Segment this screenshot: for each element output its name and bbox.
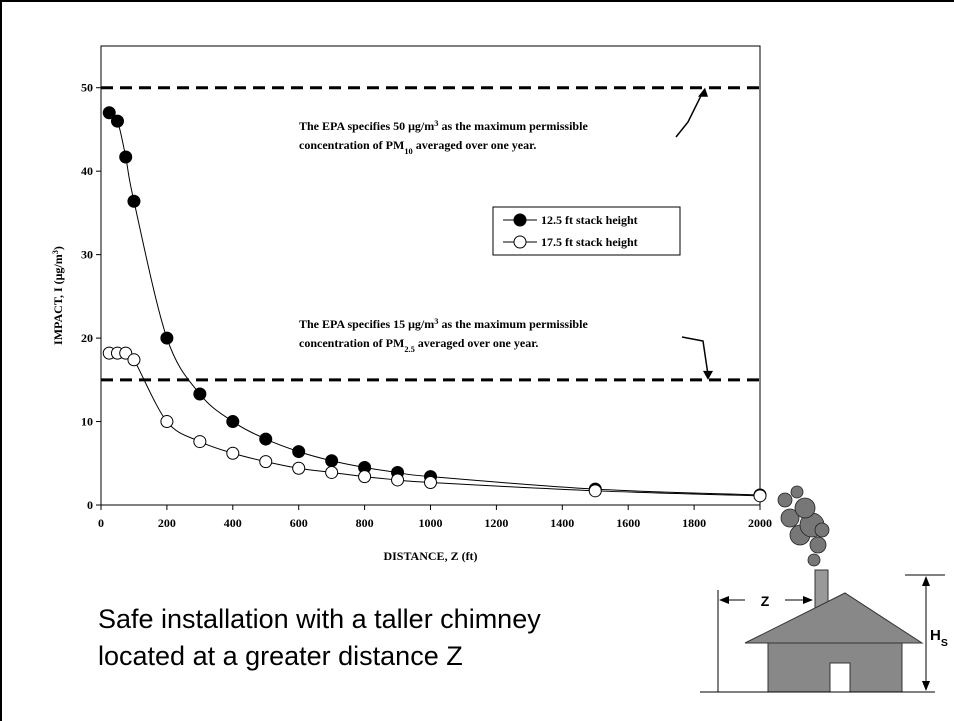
text-part: as the maximum permissible — [438, 119, 588, 133]
superscript: 3 — [434, 119, 438, 128]
text-part: averaged over one year. — [415, 336, 539, 350]
x-tick-label: 2000 — [748, 516, 772, 530]
text-part: as the maximum permissible — [438, 317, 588, 331]
superscript: 3 — [434, 317, 438, 326]
text-part: ) — [51, 246, 65, 250]
marker — [226, 415, 240, 429]
marker — [424, 475, 437, 489]
marker — [588, 484, 602, 498]
marker — [127, 353, 141, 367]
subscript: 2.5 — [404, 345, 414, 354]
text-part: concentration of PM — [299, 138, 404, 152]
x-tick-label: 200 — [158, 516, 176, 530]
marker — [160, 415, 174, 429]
y-tick-label: 10 — [81, 415, 93, 429]
marker — [325, 465, 339, 479]
text-part: H — [930, 627, 941, 644]
caption: located at a greater distance Z — [98, 641, 463, 671]
x-tick-label: 400 — [224, 516, 242, 530]
text-part: averaged over one year. — [413, 138, 537, 152]
text-part: concentration of PM — [299, 336, 404, 350]
x-tick-label: 1600 — [616, 516, 640, 530]
marker — [292, 445, 306, 459]
marker — [193, 435, 207, 449]
subscript: 10 — [404, 147, 412, 156]
marker — [292, 461, 306, 475]
text-part: IMPACT, I (μg/m — [51, 254, 65, 345]
x-axis-label: DISTANCE, Z (ft) — [383, 549, 477, 563]
legend-box — [492, 206, 681, 256]
series-line — [108, 112, 761, 496]
leader — [681, 336, 709, 375]
x-tick-label: 600 — [290, 516, 308, 530]
marker — [160, 331, 174, 345]
marker — [259, 455, 273, 469]
marker — [119, 150, 133, 164]
legend-label: 12.5 ft stack height — [541, 213, 638, 227]
legend-marker — [513, 235, 527, 249]
marker — [391, 473, 405, 487]
z-label: Z — [761, 593, 770, 609]
x-tick-label: 800 — [356, 516, 374, 530]
text-part: The EPA specifies 50 μg/m — [299, 119, 434, 133]
marker — [259, 432, 273, 446]
marker — [325, 454, 339, 468]
annotation: concentration of PM2.5 averaged over one… — [299, 336, 538, 354]
y-tick-label: 30 — [81, 248, 93, 262]
y-tick-label: 40 — [81, 164, 93, 178]
arrowhead — [703, 370, 713, 380]
marker — [358, 470, 372, 484]
annotation: The EPA specifies 50 μg/m3 as the maximu… — [299, 119, 588, 134]
y-tick-label: 0 — [87, 498, 93, 512]
arrowhead — [698, 87, 708, 97]
y-tick-label: 50 — [81, 81, 93, 95]
superscript: 3 — [51, 250, 60, 254]
text-part: The EPA specifies 15 μg/m — [299, 317, 434, 331]
y-tick-label: 20 — [81, 331, 93, 345]
h-label: HS — [930, 627, 948, 649]
marker — [193, 387, 207, 401]
legend-label: 17.5 ft stack height — [541, 235, 638, 249]
annotation: concentration of PM10 averaged over one … — [299, 138, 536, 156]
marker — [127, 194, 141, 208]
marker — [226, 446, 240, 460]
subscript: S — [941, 637, 948, 649]
marker — [110, 114, 124, 128]
house-diagram — [700, 485, 945, 693]
caption: Safe installation with a taller chimney — [98, 604, 541, 634]
x-tick-label: 1000 — [419, 516, 443, 530]
legend-marker — [513, 213, 527, 227]
x-tick-label: 1800 — [682, 516, 706, 530]
x-tick-label: 0 — [98, 516, 104, 530]
x-tick-label: 1400 — [550, 516, 574, 530]
annotation: The EPA specifies 15 μg/m3 as the maximu… — [299, 317, 588, 332]
y-axis-label: IMPACT, I (μg/m3) — [51, 246, 66, 345]
leader — [675, 91, 704, 138]
marker — [753, 489, 767, 503]
x-tick-label: 1200 — [484, 516, 508, 530]
marker — [102, 106, 116, 120]
